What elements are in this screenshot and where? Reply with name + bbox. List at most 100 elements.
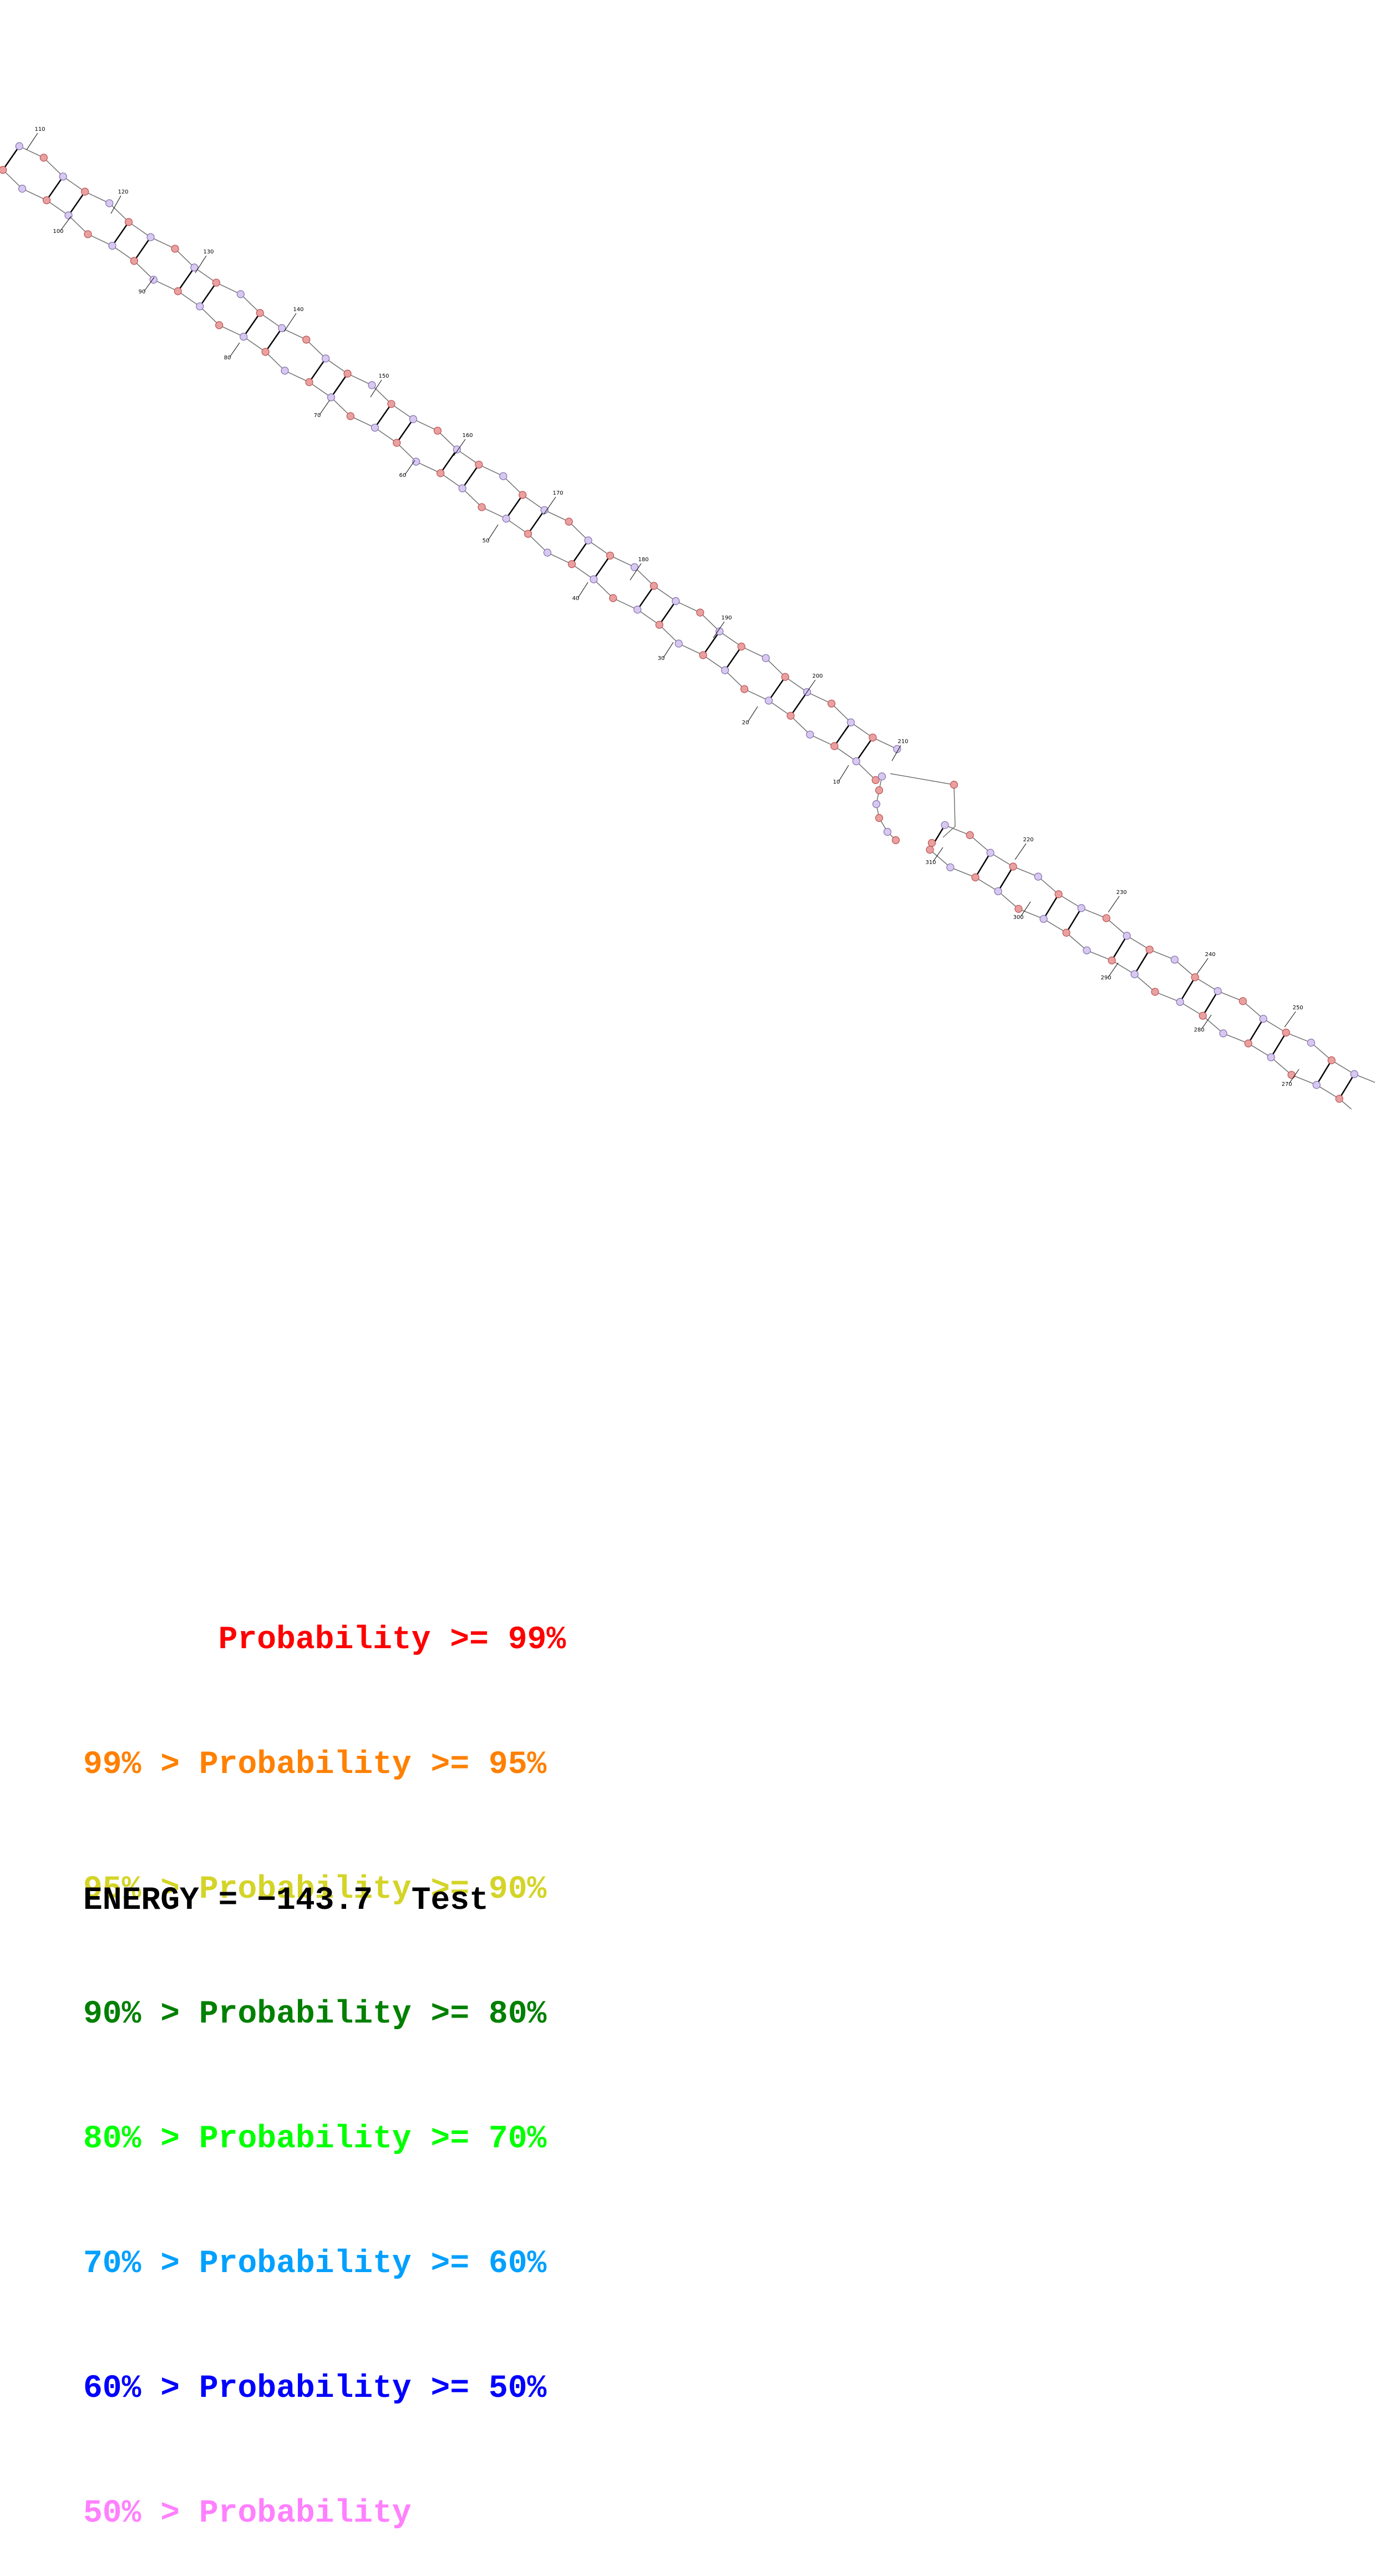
nucleotide bbox=[1267, 1053, 1275, 1061]
nucleotide bbox=[305, 378, 313, 387]
base-pair-bond bbox=[330, 373, 348, 398]
backbone-strand bbox=[929, 849, 1352, 1109]
nucleotide bbox=[256, 309, 264, 317]
nucleotide bbox=[190, 263, 199, 272]
nucleotide bbox=[1034, 872, 1042, 881]
energy-label: ENERGY = −143.7 Test bbox=[83, 1883, 489, 1919]
legend-row-80: 90% > Probability >= 80% bbox=[83, 1994, 566, 2035]
nucleotide bbox=[737, 642, 745, 651]
position-label: 110 bbox=[34, 126, 45, 133]
nucleotide bbox=[606, 551, 615, 560]
nucleotide bbox=[59, 172, 67, 181]
position-tick bbox=[1108, 962, 1119, 978]
position-label: 80 bbox=[224, 355, 231, 361]
nucleotide bbox=[941, 821, 949, 829]
base-pair-bond bbox=[68, 191, 86, 216]
legend-prefix: 90% > bbox=[83, 1996, 199, 2033]
position-tick bbox=[229, 342, 240, 358]
nucleotide bbox=[1335, 1095, 1343, 1103]
position-tick bbox=[1020, 901, 1031, 917]
nucleotide bbox=[458, 484, 466, 492]
nucleotide bbox=[966, 831, 974, 840]
base-pair-bond bbox=[46, 176, 64, 201]
nucleotide bbox=[830, 742, 839, 750]
base-pair-bond bbox=[724, 646, 742, 671]
nucleotide bbox=[524, 530, 532, 538]
position-label: 210 bbox=[897, 739, 908, 745]
probability-legend: Probability >= 99% 99% > Probability >= … bbox=[83, 1536, 566, 2576]
position-tick bbox=[663, 642, 674, 658]
nucleotide bbox=[130, 257, 139, 265]
nucleotide bbox=[343, 369, 352, 378]
nucleotide bbox=[18, 185, 27, 193]
nucleotide bbox=[278, 324, 286, 332]
position-label: 100 bbox=[53, 228, 63, 235]
nucleotide bbox=[1083, 946, 1091, 954]
nucleotide bbox=[240, 333, 248, 341]
position-label: 250 bbox=[1292, 1005, 1303, 1011]
nucleotide bbox=[787, 712, 795, 720]
nucleotide bbox=[1077, 904, 1085, 912]
base-pair-bond bbox=[1043, 893, 1059, 919]
nucleotide bbox=[891, 836, 900, 845]
base-pair-bond bbox=[702, 631, 721, 656]
base-pair-bond bbox=[111, 221, 130, 246]
nucleotide bbox=[174, 287, 182, 296]
base-pair-bond bbox=[1316, 1060, 1332, 1085]
position-tick bbox=[26, 133, 38, 150]
nucleotide bbox=[1054, 890, 1063, 898]
position-tick bbox=[1288, 1069, 1300, 1084]
nucleotide bbox=[1176, 998, 1184, 1006]
legend-row-70: 80% > Probability >= 70% bbox=[83, 2118, 566, 2160]
base-pair-bond bbox=[527, 510, 545, 535]
nucleotide bbox=[502, 515, 510, 523]
nucleotide bbox=[1199, 1012, 1207, 1020]
position-tick bbox=[1196, 958, 1209, 974]
position-tick bbox=[1201, 1014, 1212, 1030]
nucleotide bbox=[590, 575, 598, 583]
base-pair-bond bbox=[975, 852, 991, 878]
nucleotide bbox=[146, 233, 155, 241]
base-pair-bond bbox=[637, 585, 654, 610]
position-label: 300 bbox=[1013, 914, 1023, 921]
nucleotide bbox=[633, 606, 642, 614]
base-pair-bond bbox=[571, 540, 589, 565]
nucleotide bbox=[105, 199, 114, 207]
nucleotide bbox=[875, 786, 884, 795]
legend-prefix: 80% > bbox=[83, 2121, 199, 2157]
nucleotide bbox=[433, 426, 442, 435]
position-label: 30 bbox=[658, 656, 665, 662]
nucleotide bbox=[1239, 997, 1247, 1005]
nucleotide bbox=[883, 827, 892, 836]
nucleotide bbox=[672, 597, 680, 605]
position-tick bbox=[577, 582, 588, 598]
nucleotide bbox=[764, 697, 773, 705]
base-pair-bond bbox=[1179, 977, 1196, 1003]
base-pair-bond bbox=[505, 494, 524, 519]
legend-label: Probability >= 50% bbox=[199, 2371, 547, 2407]
base-pair-bond bbox=[461, 464, 480, 489]
position-label: 270 bbox=[1281, 1081, 1292, 1088]
legend-row-60: 70% > Probability >= 60% bbox=[83, 2243, 566, 2285]
position-tick bbox=[804, 679, 816, 697]
nucleotide bbox=[108, 241, 116, 250]
nucleotide bbox=[519, 491, 527, 499]
base-pair-bond bbox=[1202, 990, 1219, 1017]
nucleotide bbox=[1307, 1039, 1315, 1047]
base-pair-bond bbox=[1066, 907, 1082, 933]
legend-prefix: 95% > bbox=[83, 1872, 199, 1908]
nucleotide bbox=[1191, 973, 1199, 982]
nucleotide bbox=[721, 666, 729, 674]
nucleotide bbox=[1151, 988, 1159, 996]
position-tick bbox=[488, 524, 499, 541]
position-tick bbox=[283, 313, 297, 332]
position-label: 200 bbox=[812, 673, 823, 679]
base-pair-bond bbox=[177, 267, 195, 292]
nucleotide bbox=[39, 154, 48, 162]
nucleotide bbox=[393, 439, 401, 447]
base-pair-bond bbox=[658, 601, 677, 626]
base-pair-bond bbox=[834, 722, 852, 747]
legend-label: Probability >= 80% bbox=[199, 1996, 547, 2033]
base-pair-bond bbox=[1111, 935, 1128, 961]
position-tick bbox=[404, 460, 415, 475]
